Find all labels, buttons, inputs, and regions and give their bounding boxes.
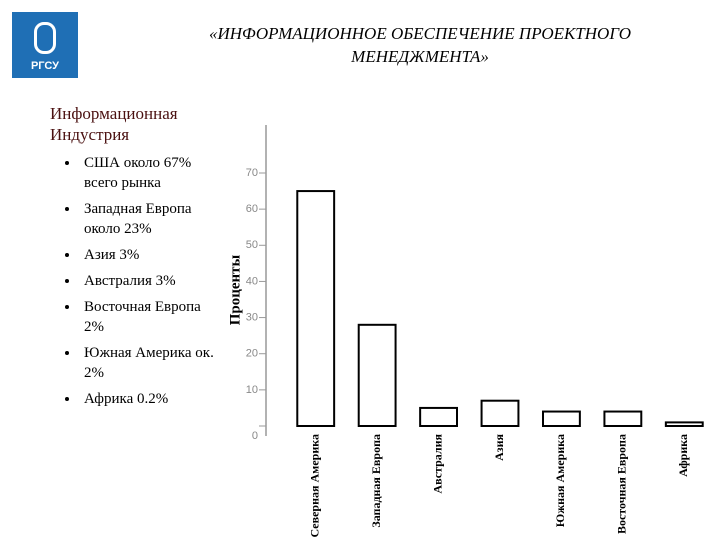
bar xyxy=(419,406,458,427)
bullet: Африка 0.2% xyxy=(80,389,220,409)
bar xyxy=(480,399,520,428)
heading: Информационная Индустрия xyxy=(50,104,178,144)
bar xyxy=(603,410,643,427)
bar xyxy=(542,410,581,427)
x-tick-label: Северная Америка xyxy=(307,434,321,538)
y-tick-label: 60 xyxy=(246,203,258,215)
bar xyxy=(296,190,336,427)
y-tick-label: 10 xyxy=(246,384,258,396)
bullet: Азия 3% xyxy=(80,245,220,265)
bar xyxy=(357,323,397,427)
x-tick-label: Азия xyxy=(492,434,506,461)
bullet: Южная Америка ок. 2% xyxy=(80,343,220,383)
x-tick-label: Африка xyxy=(676,434,690,477)
bullet: Восточная Европа 2% xyxy=(80,297,220,337)
y-axis-label: Проценты xyxy=(227,254,243,325)
bullet: Западная Европа около 23% xyxy=(80,199,220,239)
bullet: США около 67% всего рынка xyxy=(80,153,220,193)
x-tick-label: Южная Америка xyxy=(553,434,567,527)
y-tick-label: 30 xyxy=(246,311,258,323)
y-tick-label: 50 xyxy=(246,239,258,251)
text-block: Информационная Индустрия США около 67% в… xyxy=(50,103,220,415)
bullet: Австралия 3% xyxy=(80,271,220,291)
y-tick-label: 0 xyxy=(252,430,258,442)
y-tick-label: 70 xyxy=(246,167,258,179)
bullet-list: США около 67% всего рынка Западная Европа… xyxy=(50,153,220,409)
x-tick-label: Австралия xyxy=(430,433,444,493)
y-tick-label: 40 xyxy=(246,275,258,287)
logo-text: РГСУ xyxy=(30,60,60,72)
y-tick-label: 20 xyxy=(246,348,258,360)
slide-title: «ИНФОРМАЦИОННОЕ ОБЕСПЕЧЕНИЕ ПРОЕКТНОГО М… xyxy=(208,24,632,66)
logo: РГСУ xyxy=(12,12,78,78)
bar xyxy=(664,421,704,427)
x-tick-label: Западная Европа xyxy=(369,434,383,528)
x-tick-label: Восточная Европа xyxy=(615,434,629,534)
